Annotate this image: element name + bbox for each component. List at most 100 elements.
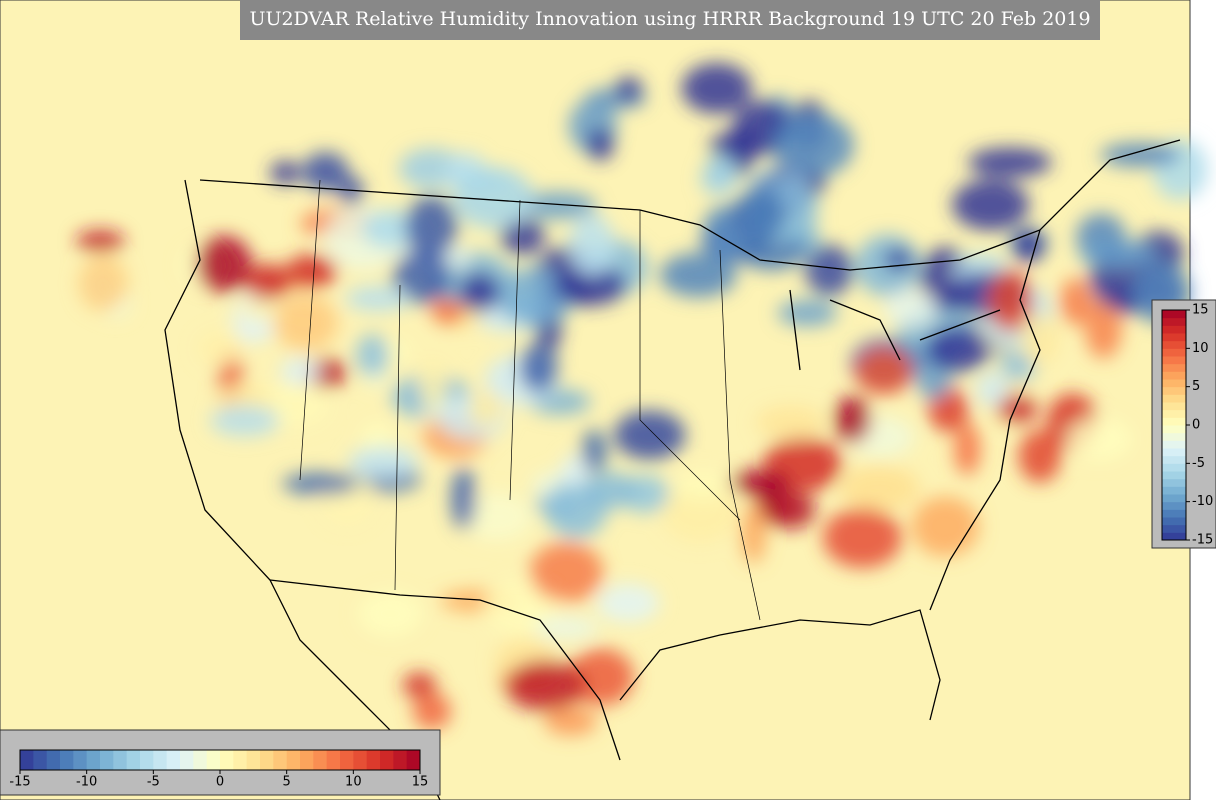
field-blob xyxy=(544,707,598,736)
colorbar-cell xyxy=(353,750,368,770)
colorbar-cell xyxy=(1162,386,1186,395)
colorbar-cell xyxy=(260,750,274,770)
colorbar-cell xyxy=(1162,348,1186,357)
field-blob xyxy=(196,235,252,293)
field-blob xyxy=(568,648,634,706)
field-blob xyxy=(615,76,643,101)
colorbar-cell xyxy=(73,750,88,770)
field-blob xyxy=(285,254,338,288)
colorbar-cell xyxy=(1162,532,1186,541)
colorbar-cell xyxy=(113,750,128,770)
field-blob xyxy=(452,167,535,229)
colorbar-cell xyxy=(233,750,248,770)
colorbar-tick-label: 10 xyxy=(345,775,362,790)
field-blob xyxy=(402,672,437,698)
colorbar-cell xyxy=(33,750,48,770)
colorbar-cell xyxy=(180,750,194,770)
field-blob xyxy=(774,113,855,178)
colorbar-tick-label: -10 xyxy=(1192,494,1213,509)
colorbar-tick-label: 5 xyxy=(283,775,291,790)
colorbar-cell xyxy=(1162,448,1186,457)
colorbar-tick-label: -15 xyxy=(9,775,30,790)
field-blob xyxy=(270,160,301,185)
colorbar-tick-label: 10 xyxy=(1192,341,1209,356)
field-blob xyxy=(461,492,534,541)
field-blob xyxy=(561,454,589,487)
colorbar-cell xyxy=(313,750,328,770)
colorbar-cell xyxy=(193,750,208,770)
field-blob xyxy=(392,250,452,304)
field-blob xyxy=(76,230,125,252)
colorbar-tick-label: 15 xyxy=(412,775,429,790)
colorbar-tick-label: 0 xyxy=(1192,418,1200,433)
colorbar-cell xyxy=(1162,463,1186,472)
field-blob xyxy=(355,333,390,377)
colorbar-cell xyxy=(1162,310,1186,319)
field-blob xyxy=(197,331,244,366)
field-blob xyxy=(1100,143,1181,167)
field-blob xyxy=(279,358,321,385)
field-blob xyxy=(996,393,1037,424)
field-blob xyxy=(613,410,686,460)
colorbar-cell xyxy=(1162,340,1186,349)
east-coast xyxy=(929,229,1041,611)
northern-border xyxy=(199,139,1181,271)
field-blob xyxy=(675,470,733,502)
field-blob xyxy=(596,583,660,623)
field-blob xyxy=(833,396,871,443)
colorbar-cell xyxy=(1162,317,1186,326)
colorbar-cell xyxy=(100,750,114,770)
colorbar-tick-label: 15 xyxy=(1192,303,1209,318)
colorbar-cell xyxy=(1162,402,1186,411)
field-blob xyxy=(430,300,466,323)
field-blob xyxy=(518,192,597,220)
field-blob xyxy=(975,372,1009,407)
field-blob xyxy=(1018,429,1061,483)
colorbar-cell xyxy=(126,750,141,770)
colorbar-cell xyxy=(1162,333,1186,342)
colorbar-cell xyxy=(286,750,301,770)
colorbar-cell xyxy=(1162,524,1186,533)
colorbar-cell xyxy=(366,750,381,770)
colorbar-cell xyxy=(220,750,234,770)
field-blob xyxy=(1060,277,1092,326)
field-blob xyxy=(1078,239,1157,268)
field-blob xyxy=(505,660,586,711)
colorbar-cell xyxy=(1162,455,1186,464)
field-blob xyxy=(777,300,838,327)
field-blob xyxy=(755,405,826,440)
colorbar-cell xyxy=(1162,356,1186,365)
colorbar-cell xyxy=(140,750,154,770)
field-blob xyxy=(245,263,290,302)
field-blob xyxy=(405,195,458,260)
field-blob xyxy=(345,286,411,312)
field-blob xyxy=(587,128,614,161)
colorbar-cell xyxy=(1162,425,1186,434)
colorbar-cell xyxy=(1162,517,1186,526)
field-blob xyxy=(729,469,791,496)
colorbar: -15 -10 -5 0 5 10 15 xyxy=(9,749,429,790)
field-blob xyxy=(282,472,359,495)
colorbar-cell xyxy=(1162,417,1186,426)
colorbar-tick-label: 5 xyxy=(1192,379,1200,394)
field-blob xyxy=(925,326,991,373)
field-blob xyxy=(78,255,128,312)
title-box xyxy=(240,0,1100,40)
colorbar-cell xyxy=(60,750,74,770)
map-title: UU2DVAR Relative Humidity Innovation usi… xyxy=(249,8,1090,30)
colorbar-cell xyxy=(166,750,181,770)
field-blob xyxy=(210,405,280,437)
colorbar-cell xyxy=(380,750,394,770)
field-blob xyxy=(419,359,448,408)
field-blob xyxy=(681,62,752,114)
field-blob xyxy=(737,186,786,240)
field-blob xyxy=(883,290,937,327)
southern-border xyxy=(269,579,621,761)
colorbar-cell xyxy=(1162,440,1186,449)
field-blob xyxy=(839,465,920,511)
field-blob xyxy=(822,507,902,568)
colorbar-cell xyxy=(1162,471,1186,480)
field-blob xyxy=(987,269,1033,332)
